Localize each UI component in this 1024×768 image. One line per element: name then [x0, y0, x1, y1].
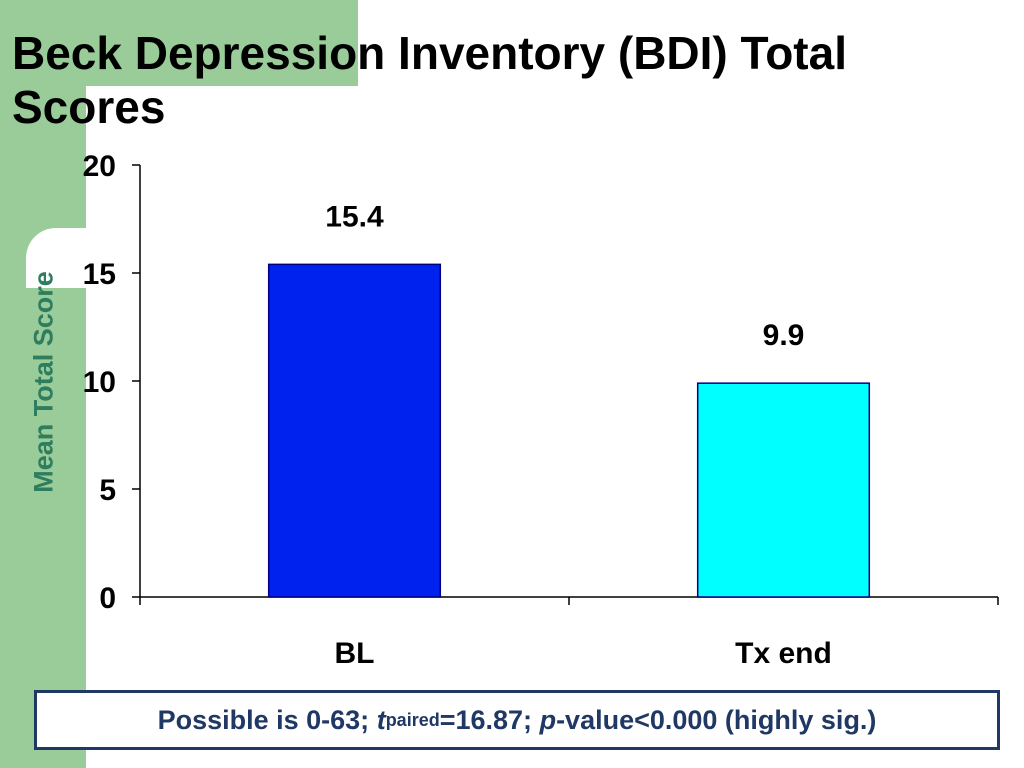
footnote-range: Possible is 0-63;: [157, 704, 370, 735]
green-top-band: [0, 0, 358, 86]
bar-value-label-0: 15.4: [325, 200, 384, 233]
bar-bl: [267, 263, 442, 598]
footnote-t-subscript: paired: [385, 709, 440, 730]
y-tick-label-15: 15: [83, 258, 116, 291]
footnote-t-value: =16.87;: [439, 704, 533, 735]
x-category-label-0: BL: [335, 637, 375, 670]
y-tick-label-0: 0: [99, 582, 116, 615]
bar-value-label-1: 9.9: [763, 319, 805, 352]
sidebar-notch: [26, 228, 86, 288]
slide-title: Beck Depression Inventory (BDI) Total Sc…: [12, 27, 847, 133]
y-tick-label-5: 5: [99, 474, 116, 507]
statistics-footnote: Possible is 0-63; t paired =16.87; p -value…: [34, 690, 1000, 750]
footnote-p-symbol: p: [539, 704, 557, 735]
footnote-p-value: -value<0.000 (highly sig.): [556, 704, 877, 735]
y-tick-label-20: 20: [83, 150, 116, 183]
y-tick-label-10: 10: [83, 366, 116, 399]
green-sidebar-band: [0, 0, 86, 768]
x-category-label-1: Tx end: [735, 637, 832, 670]
footnote-t-symbol: t: [376, 704, 386, 735]
bar-tx-end: [696, 382, 871, 598]
